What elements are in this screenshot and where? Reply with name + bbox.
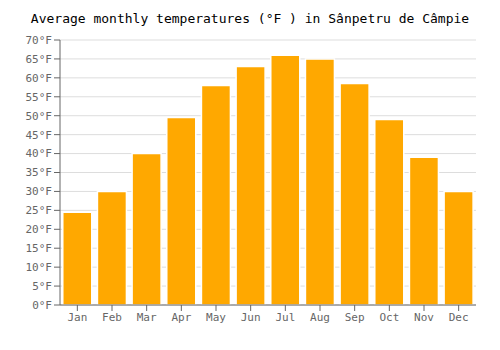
- svg-text:Nov: Nov: [414, 311, 434, 324]
- svg-text:15°F: 15°F: [26, 242, 53, 255]
- svg-text:Jun: Jun: [241, 311, 261, 324]
- svg-text:Apr: Apr: [171, 311, 191, 324]
- svg-text:40°F: 40°F: [26, 147, 53, 160]
- svg-text:70°F: 70°F: [26, 34, 53, 47]
- html-text:Average monthly temperatures (: Average monthly temperatures (°F ) in Sâ…: [30, 11, 470, 26]
- svg-text:50°F: 50°F: [26, 110, 53, 123]
- svg-text:Dec: Dec: [449, 311, 469, 324]
- svg-text:Feb: Feb: [102, 311, 122, 324]
- svg-text:60°F: 60°F: [26, 72, 53, 85]
- svg-text:Mar: Mar: [137, 311, 157, 324]
- svg-text:Aug: Aug: [310, 311, 330, 324]
- svg-text:Jan: Jan: [67, 311, 87, 324]
- svg-text:30°F: 30°F: [26, 185, 53, 198]
- svg-text:35°F: 35°F: [26, 166, 53, 179]
- svg-text:Sep: Sep: [345, 311, 365, 324]
- svg-text:20°F: 20°F: [26, 223, 53, 236]
- svg-text:65°F: 65°F: [26, 53, 53, 66]
- svg-text:0°F: 0°F: [32, 299, 52, 312]
- svg-text:10°F: 10°F: [26, 261, 53, 274]
- svg-text:45°F: 45°F: [26, 129, 53, 142]
- svg-text:Jul: Jul: [275, 311, 295, 324]
- svg-text:55°F: 55°F: [26, 91, 53, 104]
- svg-text:Oct: Oct: [379, 311, 399, 324]
- svg-text:5°F: 5°F: [32, 280, 52, 293]
- svg-text:May: May: [206, 311, 226, 324]
- svg-text:25°F: 25°F: [26, 204, 53, 217]
